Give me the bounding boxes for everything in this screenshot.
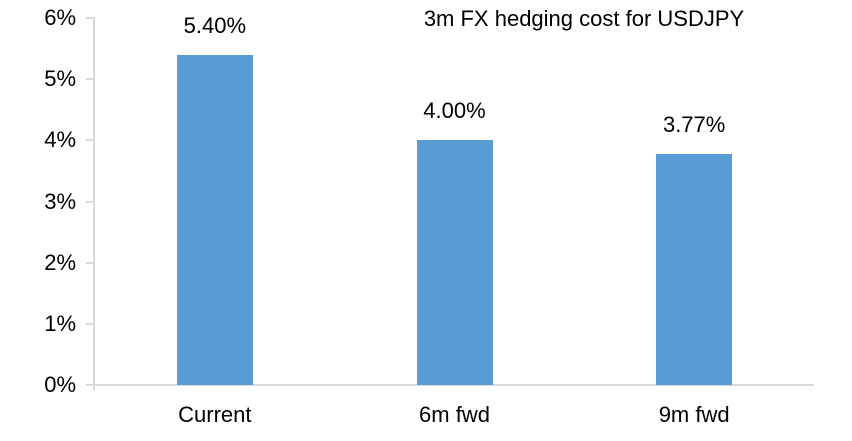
x-axis-line bbox=[93, 384, 814, 386]
y-axis-tick-mark bbox=[86, 261, 94, 264]
x-axis-category-label: Current bbox=[178, 402, 252, 427]
y-axis-tick-label: 6% bbox=[44, 5, 76, 30]
y-axis-tick-label: 2% bbox=[44, 249, 76, 275]
bar-value-label: 4.00% bbox=[423, 98, 486, 124]
x-axis-category-label: 9m fwd bbox=[658, 402, 730, 427]
chart-title: 3m FX hedging cost for USDJPY bbox=[423, 6, 745, 31]
bar-6m-fwd bbox=[416, 140, 493, 385]
bar-value-label: 3.77% bbox=[662, 112, 726, 138]
bar-current bbox=[176, 54, 253, 385]
y-axis-tick-label: 0% bbox=[44, 372, 76, 397]
y-axis-tick-mark bbox=[86, 322, 94, 325]
x-axis-category-label: 6m fwd bbox=[419, 402, 490, 427]
bar-value-label: 5.40% bbox=[183, 12, 247, 38]
y-axis-tick-label: 3% bbox=[44, 188, 76, 214]
y-axis-line bbox=[93, 17, 95, 391]
y-axis-tick-label: 5% bbox=[44, 66, 76, 92]
y-axis-tick-label: 1% bbox=[44, 310, 76, 336]
bar-9m-fwd bbox=[656, 154, 733, 385]
y-axis-tick-mark bbox=[86, 384, 94, 386]
y-axis-tick-mark bbox=[86, 139, 94, 142]
y-axis-tick-mark bbox=[86, 200, 94, 203]
y-axis-tick-label: 4% bbox=[44, 127, 76, 153]
y-axis-tick-mark bbox=[86, 78, 94, 81]
y-axis-tick-mark bbox=[86, 17, 94, 19]
